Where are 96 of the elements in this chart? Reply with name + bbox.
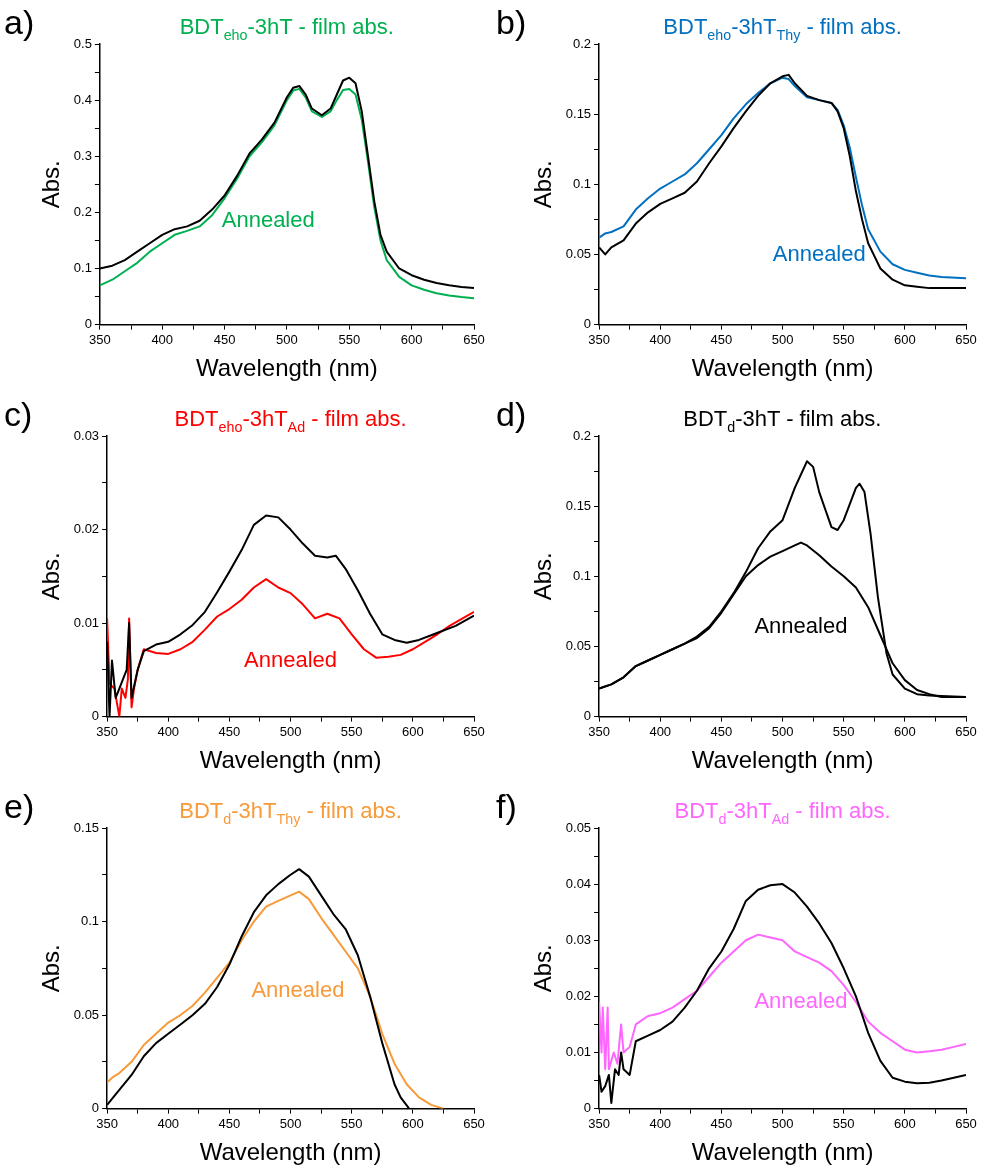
y-tick-label: 0.03 xyxy=(565,931,592,947)
x-axis-title: Wavelength (nm) xyxy=(199,746,382,774)
y-tick-label: 0.01 xyxy=(73,614,100,630)
y-tick-label: 0 xyxy=(583,316,592,332)
x-tick-label: 550 xyxy=(340,723,363,739)
x-tick-label: 450 xyxy=(710,723,733,739)
y-tick-label: 0.05 xyxy=(73,1006,100,1022)
text: c) xyxy=(4,395,33,434)
x-tick-label: 650 xyxy=(955,331,977,347)
text: d) xyxy=(496,395,527,434)
x-tick-label: 450 xyxy=(213,331,236,347)
y-tick-label: 0.3 xyxy=(73,147,92,163)
x-tick-label: 600 xyxy=(894,1115,916,1131)
x-tick-label: 650 xyxy=(463,331,485,347)
text: e) xyxy=(4,787,35,826)
x-tick-label: 400 xyxy=(649,723,672,739)
series-label: Annealed xyxy=(754,612,848,638)
y-tick-label: 0.5 xyxy=(73,35,92,51)
y-tick-label: 0.04 xyxy=(565,875,592,891)
text: b) xyxy=(496,3,527,42)
x-axis-title: Wavelength (nm) xyxy=(691,746,874,774)
x-tick-label: 400 xyxy=(649,1115,672,1131)
y-tick-label: 0.05 xyxy=(565,819,592,835)
x-tick-label: 550 xyxy=(340,1115,363,1131)
y-axis-title: Abs. xyxy=(37,552,65,601)
y-tick-label: 0.05 xyxy=(565,246,592,262)
y-tick-label: 0.02 xyxy=(73,521,100,537)
y-axis-title: Abs. xyxy=(529,552,557,601)
y-tick-label: 0.01 xyxy=(565,1044,592,1060)
series-label: Annealed xyxy=(251,976,345,1002)
x-tick-label: 550 xyxy=(338,331,361,347)
x-tick-label: 350 xyxy=(588,723,610,739)
y-axis-title: Abs. xyxy=(529,160,557,209)
x-tick-label: 350 xyxy=(96,723,118,739)
x-tick-label: 500 xyxy=(771,723,794,739)
x-tick-label: 500 xyxy=(279,723,302,739)
x-tick-label: 350 xyxy=(96,1115,118,1131)
x-tick-label: 650 xyxy=(463,723,485,739)
x-tick-label: 500 xyxy=(279,1115,302,1131)
x-tick-label: 600 xyxy=(402,1115,424,1131)
text: f) xyxy=(496,787,517,826)
y-tick-label: 0 xyxy=(84,316,92,332)
x-tick-label: 600 xyxy=(402,723,424,739)
y-tick-label: 0.15 xyxy=(73,819,100,835)
x-tick-label: 650 xyxy=(463,1115,485,1131)
y-tick-label: 0.1 xyxy=(81,913,100,929)
y-tick-label: 0 xyxy=(583,708,592,724)
y-axis-title: Abs. xyxy=(37,160,65,209)
y-axis-title: Abs. xyxy=(529,944,557,993)
x-tick-label: 350 xyxy=(89,331,111,347)
y-tick-label: 0.2 xyxy=(73,203,92,219)
y-axis-title: Abs. xyxy=(37,944,65,993)
text: a) xyxy=(4,3,35,42)
series-label: Annealed xyxy=(772,240,866,266)
y-tick-label: 0 xyxy=(91,1100,100,1116)
x-tick-label: 500 xyxy=(771,331,794,347)
x-tick-label: 500 xyxy=(276,331,298,347)
x-tick-label: 600 xyxy=(894,723,916,739)
x-tick-label: 500 xyxy=(771,1115,794,1131)
x-tick-label: 550 xyxy=(832,723,855,739)
y-tick-label: 0.1 xyxy=(573,567,592,583)
x-axis-title: Wavelength (nm) xyxy=(199,1138,382,1166)
series-label: Annealed xyxy=(221,206,315,232)
x-tick-label: 400 xyxy=(151,331,174,347)
y-tick-label: 0.2 xyxy=(573,427,592,443)
y-tick-label: 0.1 xyxy=(573,175,592,191)
x-tick-label: 400 xyxy=(157,723,180,739)
x-axis-title: Wavelength (nm) xyxy=(196,354,378,382)
series-label: Annealed xyxy=(754,988,848,1014)
y-tick-label: 0.03 xyxy=(73,427,100,443)
x-tick-label: 450 xyxy=(218,1115,241,1131)
y-tick-label: 0.15 xyxy=(565,497,592,513)
x-tick-label: 450 xyxy=(218,723,241,739)
y-tick-label: 0 xyxy=(91,708,100,724)
series-label: Annealed xyxy=(244,646,338,672)
y-tick-label: 0.05 xyxy=(565,638,592,654)
x-tick-label: 350 xyxy=(588,1115,610,1131)
x-axis-title: Wavelength (nm) xyxy=(691,1138,874,1166)
x-tick-label: 350 xyxy=(588,331,610,347)
x-tick-label: 400 xyxy=(649,331,672,347)
y-tick-label: 0.4 xyxy=(73,91,92,107)
x-tick-label: 650 xyxy=(955,1115,977,1131)
y-tick-label: 0 xyxy=(583,1100,592,1116)
x-axis-title: Wavelength (nm) xyxy=(691,354,874,382)
y-tick-label: 0.2 xyxy=(573,35,592,51)
x-tick-label: 600 xyxy=(400,331,423,347)
x-tick-label: 450 xyxy=(710,1115,733,1131)
x-tick-label: 550 xyxy=(832,1115,855,1131)
y-tick-label: 0.1 xyxy=(73,260,92,276)
x-tick-label: 650 xyxy=(955,723,977,739)
x-tick-label: 450 xyxy=(710,331,733,347)
x-tick-label: 600 xyxy=(894,331,916,347)
y-tick-label: 0.15 xyxy=(565,105,592,121)
x-tick-label: 550 xyxy=(832,331,855,347)
x-tick-label: 400 xyxy=(157,1115,180,1131)
y-tick-label: 0.02 xyxy=(565,987,592,1003)
